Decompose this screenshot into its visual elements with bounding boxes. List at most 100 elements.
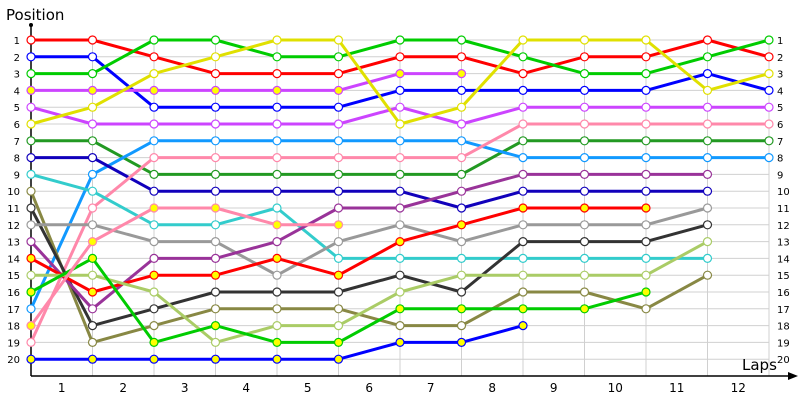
markers-pink-yellow xyxy=(26,203,344,331)
data-point-marker xyxy=(26,304,36,314)
data-point-marker xyxy=(395,153,405,163)
data-point-marker xyxy=(579,85,590,96)
data-point-marker xyxy=(579,304,590,314)
data-point-marker xyxy=(149,153,159,163)
data-point-marker xyxy=(764,68,774,79)
series-cyan xyxy=(30,172,708,260)
data-point-marker xyxy=(210,169,221,179)
data-point-marker xyxy=(210,68,221,79)
data-point-marker xyxy=(518,203,528,213)
y-tick-label: 15 xyxy=(7,271,20,282)
data-point-marker xyxy=(149,119,159,129)
data-point-marker xyxy=(641,287,651,297)
data-point-marker xyxy=(579,287,590,297)
x-tick-label: 2 xyxy=(119,381,127,395)
data-point-marker xyxy=(456,203,467,213)
data-point-marker xyxy=(395,203,405,213)
data-point-marker xyxy=(149,102,159,112)
data-point-marker xyxy=(641,119,651,129)
markers-green-yellow xyxy=(26,253,651,347)
y-tick-label: 20 xyxy=(7,355,20,366)
data-point-marker xyxy=(87,321,98,331)
data-point-marker xyxy=(26,186,36,196)
data-point-marker xyxy=(641,220,651,230)
data-point-marker xyxy=(149,220,159,230)
data-point-marker xyxy=(149,52,159,62)
data-point-marker xyxy=(518,186,528,196)
x-tick-label: 1 xyxy=(58,381,66,395)
data-point-marker xyxy=(764,52,774,62)
data-point-marker xyxy=(87,85,98,96)
data-point-marker xyxy=(210,237,221,247)
data-point-marker xyxy=(395,287,405,297)
y-tick-label: 4 xyxy=(777,86,783,97)
y-tick-label: 7 xyxy=(777,137,783,148)
y-tick-label: 16 xyxy=(777,288,790,299)
data-point-marker xyxy=(87,68,98,79)
data-point-marker xyxy=(87,354,98,364)
data-point-marker xyxy=(333,136,344,146)
data-point-marker xyxy=(518,136,528,146)
data-point-marker xyxy=(641,52,651,62)
y-tick-label: 2 xyxy=(14,53,20,64)
data-point-marker xyxy=(579,169,590,179)
data-point-marker xyxy=(579,186,590,196)
data-point-marker xyxy=(764,85,774,96)
data-point-marker xyxy=(333,169,344,179)
data-point-marker xyxy=(456,253,467,263)
markers-light-green xyxy=(26,237,713,347)
data-point-marker xyxy=(518,68,528,79)
series-gray xyxy=(31,206,708,277)
markers-violet-yellow xyxy=(26,68,467,96)
data-point-marker xyxy=(641,253,651,263)
data-point-marker xyxy=(702,186,713,196)
data-point-marker xyxy=(579,52,590,62)
data-point-marker xyxy=(26,119,36,129)
data-point-marker xyxy=(26,85,36,96)
y-tick-label: 14 xyxy=(7,254,20,265)
data-point-marker xyxy=(149,85,159,96)
data-point-marker xyxy=(395,85,405,96)
data-point-marker xyxy=(579,253,590,263)
data-point-marker xyxy=(272,287,282,297)
data-point-marker xyxy=(26,203,36,213)
series-black xyxy=(29,207,708,328)
data-point-marker xyxy=(333,237,344,247)
data-point-marker xyxy=(26,337,36,347)
data-point-marker xyxy=(87,304,98,314)
data-point-marker xyxy=(518,52,528,62)
markers-purple xyxy=(26,169,713,314)
data-point-marker xyxy=(210,186,221,196)
data-point-marker xyxy=(641,102,651,112)
data-point-marker xyxy=(272,203,282,213)
data-point-marker xyxy=(26,136,36,146)
y-tick-label: 8 xyxy=(14,154,20,165)
data-point-marker xyxy=(579,119,590,129)
data-point-marker xyxy=(456,186,467,196)
data-point-marker xyxy=(395,237,405,247)
y-tick-label: 1 xyxy=(777,36,783,47)
data-point-marker xyxy=(333,354,344,364)
data-point-marker xyxy=(641,270,651,280)
y-tick-label: 11 xyxy=(7,204,20,215)
data-point-marker xyxy=(764,119,774,129)
data-point-marker xyxy=(579,68,590,79)
x-tick-label: 6 xyxy=(365,381,373,395)
y-tick-label: 12 xyxy=(7,221,20,232)
data-point-marker xyxy=(333,35,344,45)
y-tick-label: 18 xyxy=(777,322,790,333)
data-point-marker xyxy=(333,186,344,196)
data-point-marker xyxy=(702,253,713,263)
data-point-marker xyxy=(641,153,651,163)
data-point-marker xyxy=(149,35,159,45)
y-tick-label: 3 xyxy=(777,70,783,81)
data-point-marker xyxy=(456,85,467,96)
y-tick-label: 17 xyxy=(7,305,20,316)
data-point-marker xyxy=(518,220,528,230)
data-point-marker xyxy=(272,68,282,79)
data-point-marker xyxy=(210,337,221,347)
data-point-marker xyxy=(149,253,159,263)
series-light-green xyxy=(31,240,709,344)
data-point-marker xyxy=(87,220,98,230)
y-tick-label: 7 xyxy=(14,137,20,148)
